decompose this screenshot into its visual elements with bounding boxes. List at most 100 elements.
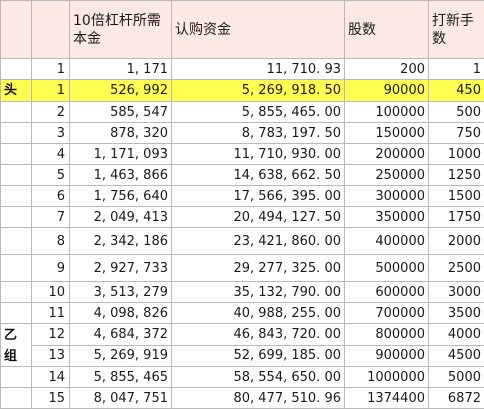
row-label-cell[interactable] — [1, 207, 32, 228]
leverage-cell[interactable]: 4, 098, 826 — [70, 303, 172, 324]
index-cell[interactable]: 11 — [32, 303, 70, 324]
row-label-cell[interactable] — [1, 102, 32, 123]
shares-cell[interactable]: 100000 — [345, 102, 429, 123]
header-cell-label[interactable] — [1, 1, 32, 59]
leverage-cell[interactable]: 526, 992 — [70, 80, 172, 102]
index-cell[interactable]: 1 — [32, 80, 70, 102]
lots-cell[interactable]: 2000 — [429, 228, 484, 255]
leverage-cell[interactable]: 2, 927, 733 — [70, 255, 172, 282]
capital-cell[interactable]: 5, 269, 918. 50 — [172, 80, 345, 102]
leverage-cell[interactable]: 1, 756, 640 — [70, 186, 172, 207]
leverage-cell[interactable]: 5, 269, 919 — [70, 345, 172, 367]
lots-cell[interactable]: 1 — [429, 59, 484, 80]
capital-cell[interactable]: 14, 638, 662. 50 — [172, 165, 345, 186]
shares-cell[interactable]: 200 — [345, 59, 429, 80]
row-label-cell[interactable] — [1, 144, 32, 165]
shares-cell[interactable]: 1374400 — [345, 388, 429, 409]
leverage-cell[interactable]: 2, 342, 186 — [70, 228, 172, 255]
leverage-cell[interactable]: 2, 049, 413 — [70, 207, 172, 228]
shares-cell[interactable]: 700000 — [345, 303, 429, 324]
lots-cell[interactable]: 750 — [429, 123, 484, 144]
header-lots[interactable]: 打新手数 — [429, 1, 484, 59]
row-label-cell[interactable] — [1, 367, 32, 388]
shares-cell[interactable]: 300000 — [345, 186, 429, 207]
capital-cell[interactable]: 11, 710, 930. 00 — [172, 144, 345, 165]
capital-cell[interactable]: 40, 988, 255. 00 — [172, 303, 345, 324]
row-label-cell[interactable] — [1, 165, 32, 186]
shares-cell[interactable]: 150000 — [345, 123, 429, 144]
lots-cell[interactable]: 4500 — [429, 345, 484, 367]
shares-cell[interactable]: 900000 — [345, 345, 429, 367]
group-label-cell[interactable]: 乙 组 — [1, 324, 32, 367]
capital-cell[interactable]: 23, 421, 860. 00 — [172, 228, 345, 255]
index-cell[interactable]: 12 — [32, 324, 70, 346]
lots-cell[interactable]: 2500 — [429, 255, 484, 282]
header-leverage-capital[interactable]: 10倍杠杆所需本金 — [70, 1, 172, 59]
index-cell[interactable]: 9 — [32, 255, 70, 282]
leverage-cell[interactable]: 878, 320 — [70, 123, 172, 144]
shares-cell[interactable]: 200000 — [345, 144, 429, 165]
index-cell[interactable]: 10 — [32, 282, 70, 303]
capital-cell[interactable]: 52, 699, 185. 00 — [172, 345, 345, 367]
row-label-cell[interactable] — [1, 228, 32, 255]
lots-cell[interactable]: 6872 — [429, 388, 484, 409]
leverage-cell[interactable]: 8, 047, 751 — [70, 388, 172, 409]
index-cell[interactable]: 4 — [32, 144, 70, 165]
lots-cell[interactable]: 1250 — [429, 165, 484, 186]
index-cell[interactable]: 8 — [32, 228, 70, 255]
capital-cell[interactable]: 20, 494, 127. 50 — [172, 207, 345, 228]
leverage-cell[interactable]: 1, 171, 093 — [70, 144, 172, 165]
capital-cell[interactable]: 80, 477, 510. 96 — [172, 388, 345, 409]
row-label-cell[interactable] — [1, 59, 32, 80]
capital-cell[interactable]: 29, 277, 325. 00 — [172, 255, 345, 282]
index-cell[interactable]: 13 — [32, 345, 70, 367]
lots-cell[interactable]: 450 — [429, 80, 484, 102]
row-label-cell[interactable] — [1, 303, 32, 324]
index-cell[interactable]: 15 — [32, 388, 70, 409]
lots-cell[interactable]: 3000 — [429, 282, 484, 303]
row-label-cell[interactable] — [1, 388, 32, 409]
row-label-cell[interactable] — [1, 186, 32, 207]
leverage-cell[interactable]: 3, 513, 279 — [70, 282, 172, 303]
header-shares[interactable]: 股数 — [345, 1, 429, 59]
lots-cell[interactable]: 4000 — [429, 324, 484, 346]
shares-cell[interactable]: 500000 — [345, 255, 429, 282]
capital-cell[interactable]: 17, 566, 395. 00 — [172, 186, 345, 207]
lots-cell[interactable]: 1750 — [429, 207, 484, 228]
row-label-cell[interactable]: 头 — [1, 80, 32, 102]
row-label-cell[interactable] — [1, 123, 32, 144]
header-subscription-capital[interactable]: 认购资金 — [172, 1, 345, 59]
leverage-cell[interactable]: 1, 463, 866 — [70, 165, 172, 186]
leverage-cell[interactable]: 5, 855, 465 — [70, 367, 172, 388]
shares-cell[interactable]: 90000 — [345, 80, 429, 102]
leverage-cell[interactable]: 4, 684, 372 — [70, 324, 172, 346]
shares-cell[interactable]: 800000 — [345, 324, 429, 346]
row-label-cell[interactable] — [1, 255, 32, 282]
shares-cell[interactable]: 600000 — [345, 282, 429, 303]
capital-cell[interactable]: 35, 132, 790. 00 — [172, 282, 345, 303]
index-cell[interactable]: 14 — [32, 367, 70, 388]
index-cell[interactable]: 6 — [32, 186, 70, 207]
index-cell[interactable]: 2 — [32, 102, 70, 123]
shares-cell[interactable]: 1000000 — [345, 367, 429, 388]
shares-cell[interactable]: 350000 — [345, 207, 429, 228]
capital-cell[interactable]: 5, 855, 465. 00 — [172, 102, 345, 123]
leverage-cell[interactable]: 1, 171 — [70, 59, 172, 80]
capital-cell[interactable]: 46, 843, 720. 00 — [172, 324, 345, 346]
index-cell[interactable]: 3 — [32, 123, 70, 144]
capital-cell[interactable]: 11, 710. 93 — [172, 59, 345, 80]
shares-cell[interactable]: 250000 — [345, 165, 429, 186]
lots-cell[interactable]: 5000 — [429, 367, 484, 388]
capital-cell[interactable]: 58, 554, 650. 00 — [172, 367, 345, 388]
index-cell[interactable]: 1 — [32, 59, 70, 80]
capital-cell[interactable]: 8, 783, 197. 50 — [172, 123, 345, 144]
lots-cell[interactable]: 1500 — [429, 186, 484, 207]
shares-cell[interactable]: 400000 — [345, 228, 429, 255]
header-cell-index[interactable] — [32, 1, 70, 59]
lots-cell[interactable]: 500 — [429, 102, 484, 123]
leverage-cell[interactable]: 585, 547 — [70, 102, 172, 123]
row-label-cell[interactable] — [1, 282, 32, 303]
lots-cell[interactable]: 1000 — [429, 144, 484, 165]
lots-cell[interactable]: 3500 — [429, 303, 484, 324]
index-cell[interactable]: 5 — [32, 165, 70, 186]
